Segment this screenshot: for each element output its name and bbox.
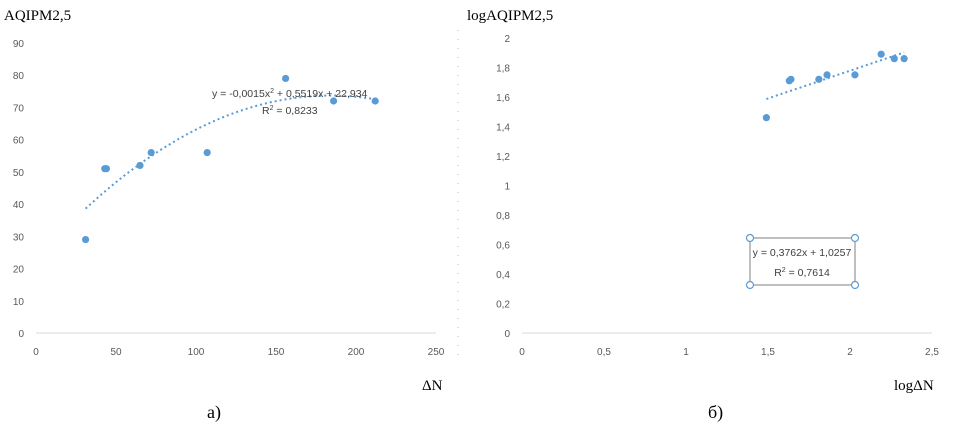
chart-b: logAQIPM2,5 logΔN б) 0 0,5 1 1,5 2 2,5 0 0,2 0,4… [467,8,939,423]
y-tick-label: 0 [504,329,510,340]
data-point [330,97,338,105]
chart-b-xlabel: logΔN [894,378,934,394]
y-tick-label: 0,4 [496,270,510,281]
chart-a-equation: y = -0,0015x2 + 0,5519x + 22,934 [212,88,368,100]
data-point [823,71,831,79]
x-tick-label: 100 [188,347,205,358]
chart-a-xlabel: ΔN [422,378,443,394]
x-tick-label: 150 [268,347,285,358]
y-tick-label: 20 [13,265,25,276]
chart-b-r2: R2 = 0,7614 [774,267,830,279]
x-tick-label: 2,5 [925,347,939,358]
y-tick-label: 1,8 [496,64,510,75]
y-tick-label: 10 [13,297,25,308]
y-tick-label: 1,6 [496,93,510,104]
data-point [815,75,823,83]
chart-a-r2: R2 = 0,8233 [262,105,318,117]
x-tick-label: 2 [847,347,853,358]
x-tick-label: 0,5 [597,347,611,358]
y-tick-label: 2 [504,34,510,45]
data-point [371,97,379,105]
x-tick-label: 0 [519,347,525,358]
chart-b-equation: y = 0,3762x + 1,0257 [753,247,852,259]
x-tick-label: 200 [348,347,365,358]
x-tick-label: 50 [110,347,122,358]
y-tick-label: 0,2 [496,300,510,311]
data-point [762,114,770,122]
chart-b-resize-handle[interactable] [745,233,755,243]
chart-b-resize-handle[interactable] [850,233,860,243]
y-tick-label: 0 [18,329,24,340]
chart-b-resize-handle[interactable] [745,280,755,290]
data-point [890,55,898,63]
y-tick-label: 1,2 [496,152,510,163]
x-tick-label: 1,5 [761,347,775,358]
y-tick-label: 1,4 [496,123,510,134]
data-point [82,235,90,244]
data-point [203,148,211,157]
chart-a-ylabel: AQIPM2,5 [4,8,71,24]
chart-b-label-box[interactable] [749,237,856,286]
y-tick-label: 90 [13,39,25,50]
data-point [877,50,885,58]
y-tick-label: 1 [504,182,510,193]
chart-b-caption: б) [708,402,723,423]
y-tick-label: 0,6 [496,241,510,252]
data-point [136,161,144,170]
data-point [851,71,859,79]
y-tick-label: 40 [13,200,25,211]
x-tick-label: 1 [683,347,689,358]
y-tick-label: 0,8 [496,211,510,222]
chart-a-caption: а) [207,402,221,423]
y-tick-label: 50 [13,168,25,179]
y-tick-label: 60 [13,136,25,147]
data-point [282,74,290,83]
y-tick-label: 30 [13,232,25,243]
trendline [766,51,905,100]
data-point [102,165,110,173]
chart-b-ylabel: logAQIPM2,5 [467,8,553,24]
y-tick-label: 70 [13,103,25,114]
x-tick-label: 250 [428,347,445,358]
chart-b-resize-handle[interactable] [850,280,860,290]
x-tick-label: 0 [33,347,39,358]
data-point [900,55,908,63]
data-point [787,75,795,83]
chart-a: AQIPM2,5 ΔN а) 0 50 100 150 200 250 0 10 20 30 40 5… [4,8,459,423]
trendline [84,94,376,210]
data-point [147,148,155,157]
y-tick-label: 80 [13,71,25,82]
